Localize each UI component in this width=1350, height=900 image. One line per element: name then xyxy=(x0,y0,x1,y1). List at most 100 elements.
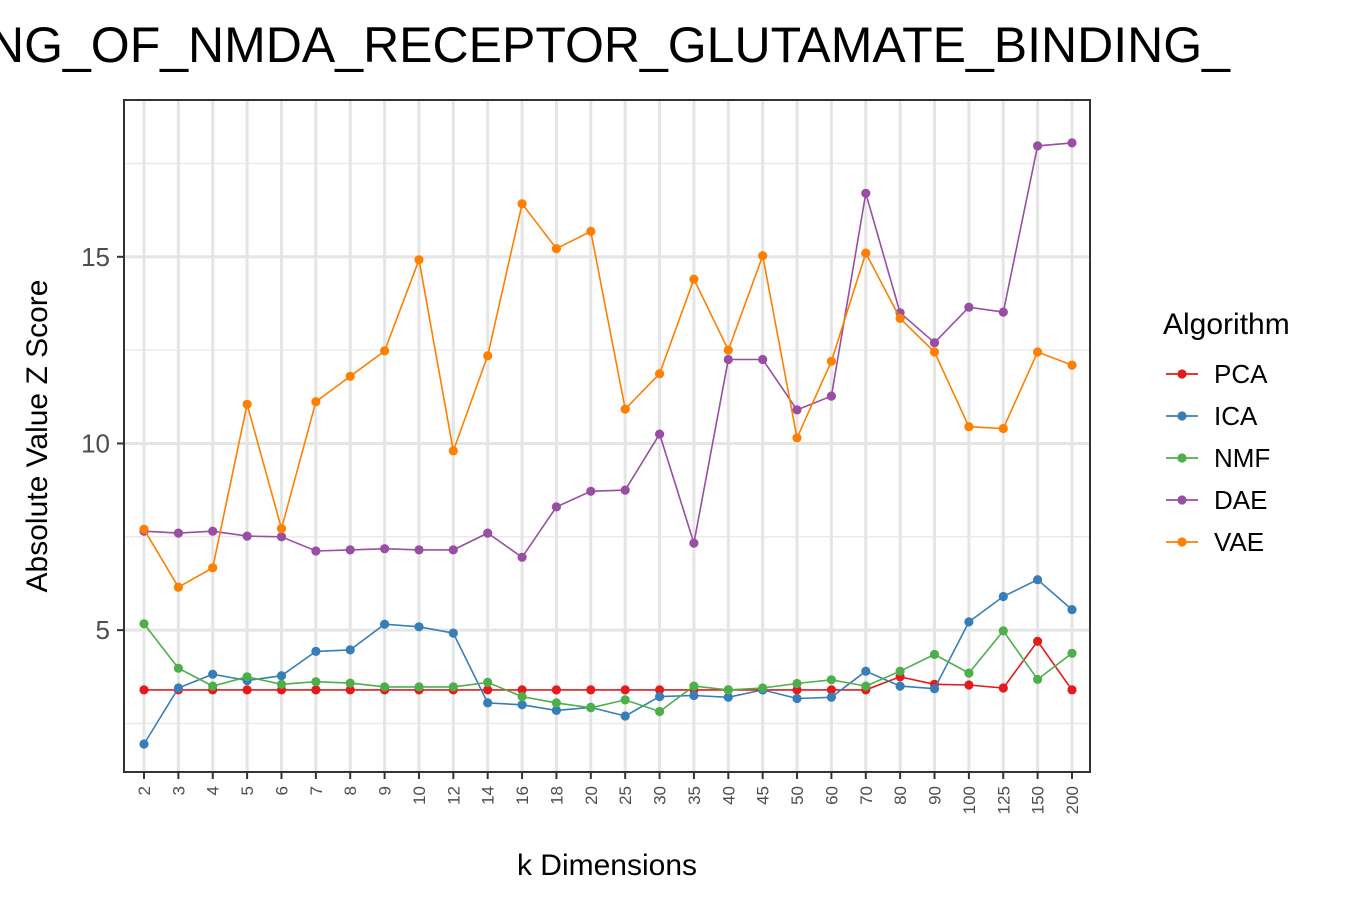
x-tick-label: 6 xyxy=(272,786,291,795)
x-tick-label: 14 xyxy=(479,786,498,805)
point-nmf-125 xyxy=(998,626,1008,636)
x-tick-label: 100 xyxy=(960,786,979,814)
point-nmf-10 xyxy=(414,682,424,692)
point-dae-9 xyxy=(380,544,390,554)
point-ica-200 xyxy=(1067,605,1077,615)
point-ica-60 xyxy=(826,692,837,702)
panel-background xyxy=(124,100,1090,772)
point-nmf-45 xyxy=(758,683,768,693)
point-pca-30 xyxy=(655,685,665,695)
point-pca-25 xyxy=(620,685,630,695)
point-pca-200 xyxy=(1067,685,1077,695)
grid xyxy=(124,100,1090,772)
point-dae-5 xyxy=(242,531,252,541)
point-pca-50 xyxy=(792,685,802,695)
point-vae-3 xyxy=(173,582,183,592)
point-ica-4 xyxy=(208,669,218,679)
x-tick-label: 40 xyxy=(719,786,738,805)
point-nmf-80 xyxy=(895,666,905,676)
series-vae xyxy=(139,199,1077,592)
legend-label-dae: DAE xyxy=(1214,485,1267,515)
point-ica-14 xyxy=(483,698,493,708)
point-ica-80 xyxy=(895,681,905,691)
x-tick-label: 9 xyxy=(376,786,395,795)
point-pca-100 xyxy=(964,680,974,690)
point-vae-100 xyxy=(964,422,974,432)
point-dae-100 xyxy=(964,302,974,312)
x-tick-label: 80 xyxy=(891,786,910,805)
legend-key-point-dae xyxy=(1177,495,1187,505)
x-tick-label: 5 xyxy=(238,786,257,795)
x-tick-label: 12 xyxy=(444,786,463,805)
x-tick-label: 10 xyxy=(410,786,429,805)
y-tick-label: 15 xyxy=(81,242,110,272)
point-pca-18 xyxy=(551,685,562,695)
point-pca-125 xyxy=(998,683,1008,693)
point-dae-45 xyxy=(758,354,768,365)
point-pca-20 xyxy=(586,685,596,695)
point-dae-60 xyxy=(826,391,837,401)
point-vae-90 xyxy=(929,347,940,357)
series-ica xyxy=(139,575,1077,749)
point-dae-14 xyxy=(483,528,493,538)
point-dae-150 xyxy=(1033,141,1043,151)
point-dae-125 xyxy=(998,307,1008,317)
point-dae-18 xyxy=(551,502,562,512)
point-pca-5 xyxy=(242,685,252,695)
legend-item-ica: ICA xyxy=(1166,401,1258,431)
point-nmf-12 xyxy=(448,682,458,692)
x-tick-label: 35 xyxy=(685,786,704,805)
point-vae-150 xyxy=(1033,347,1043,357)
point-vae-20 xyxy=(586,226,596,236)
point-nmf-5 xyxy=(242,672,252,682)
point-dae-8 xyxy=(345,545,355,555)
point-vae-10 xyxy=(414,255,424,265)
point-ica-50 xyxy=(792,693,802,704)
point-dae-4 xyxy=(208,526,218,536)
legend-label-nmf: NMF xyxy=(1214,443,1270,473)
point-pca-150 xyxy=(1033,636,1043,646)
legend-key-point-nmf xyxy=(1177,453,1187,463)
point-ica-6 xyxy=(276,671,287,681)
series-dae xyxy=(139,138,1077,562)
point-vae-5 xyxy=(242,399,252,409)
point-nmf-4 xyxy=(208,681,218,691)
point-dae-10 xyxy=(414,545,424,555)
point-nmf-40 xyxy=(723,685,733,695)
x-tick-label: 3 xyxy=(169,786,188,795)
point-nmf-9 xyxy=(380,682,390,692)
point-pca-60 xyxy=(826,685,837,695)
point-vae-125 xyxy=(998,423,1008,434)
point-nmf-20 xyxy=(586,703,596,713)
x-tick-label: 16 xyxy=(513,786,532,805)
x-tick-label: 45 xyxy=(754,786,773,805)
point-nmf-70 xyxy=(861,681,871,691)
chart-title: NG_OF_NMDA_RECEPTOR_GLUTAMATE_BINDING_ xyxy=(0,17,1231,73)
point-dae-40 xyxy=(723,354,733,365)
point-ica-8 xyxy=(345,645,355,655)
point-dae-200 xyxy=(1067,138,1077,148)
point-nmf-100 xyxy=(964,668,974,678)
point-vae-16 xyxy=(517,199,527,209)
point-vae-8 xyxy=(345,371,355,381)
point-vae-70 xyxy=(861,248,871,258)
point-nmf-18 xyxy=(551,698,562,708)
point-dae-70 xyxy=(861,188,871,198)
point-dae-3 xyxy=(173,528,183,538)
x-tick-label: 25 xyxy=(616,786,635,805)
x-axis-title: k Dimensions xyxy=(517,849,697,882)
point-dae-6 xyxy=(276,532,287,542)
point-ica-150 xyxy=(1033,575,1043,585)
legend-item-pca: PCA xyxy=(1166,359,1268,389)
point-nmf-2 xyxy=(139,619,149,629)
x-tick-label: 200 xyxy=(1063,786,1082,814)
legend-item-dae: DAE xyxy=(1166,485,1267,515)
point-ica-25 xyxy=(620,711,630,721)
point-ica-100 xyxy=(964,617,974,627)
point-nmf-8 xyxy=(345,678,355,688)
legend: Algorithm PCA ICA NMF DAE VAE xyxy=(1163,308,1290,557)
point-ica-90 xyxy=(929,684,940,694)
point-dae-7 xyxy=(311,546,321,556)
